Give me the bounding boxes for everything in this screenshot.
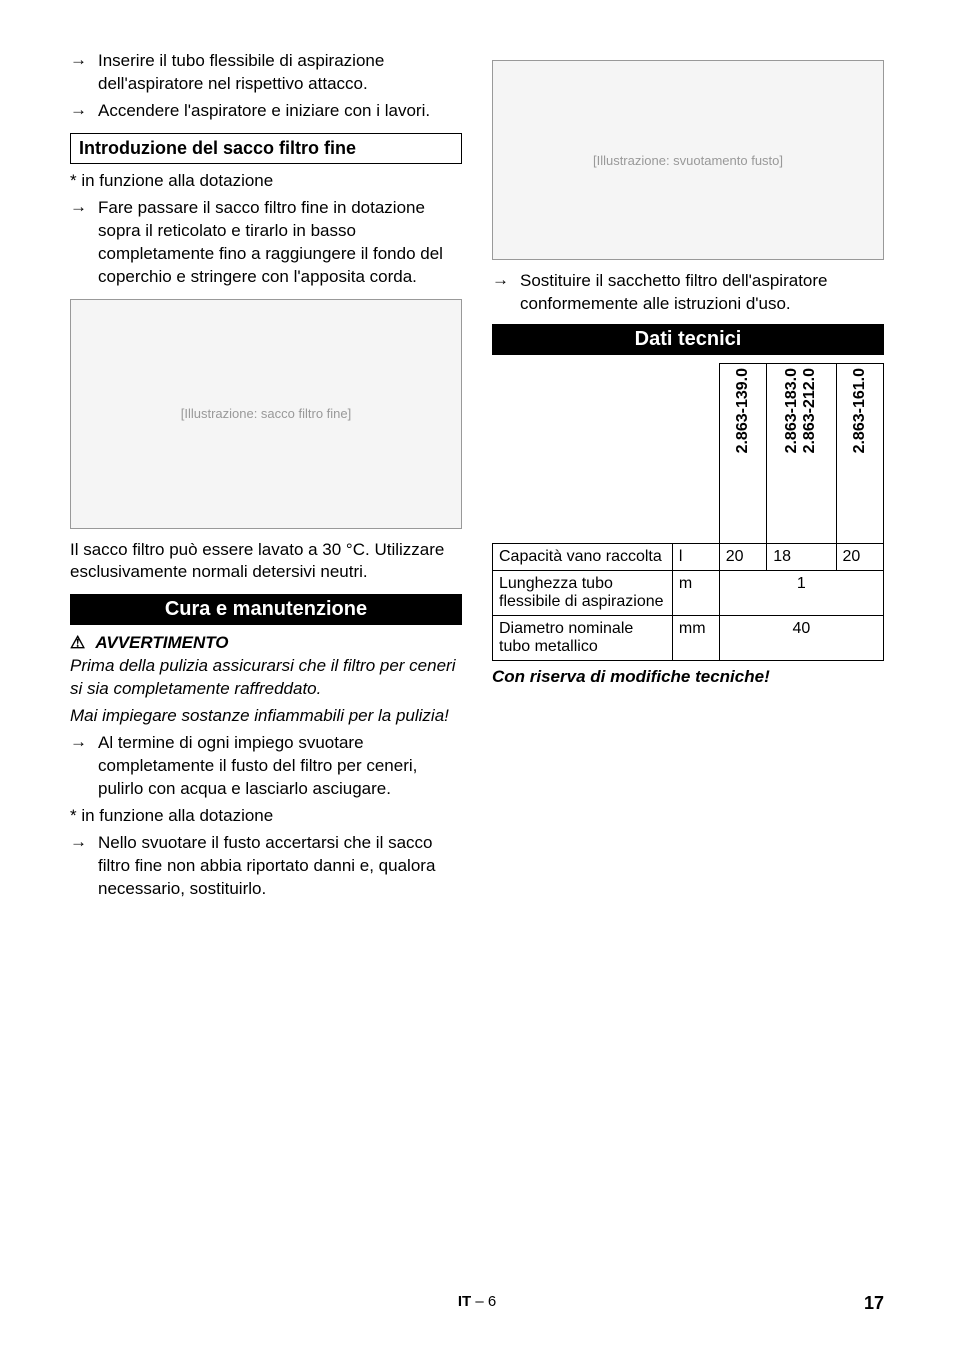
arrow-icon: → xyxy=(70,832,98,901)
warning-paragraph: Prima della pulizia assicurarsi che il f… xyxy=(70,655,462,701)
col-header-text: 2.863-183.0 2.863-212.0 xyxy=(783,368,819,453)
table-cell-unit: m xyxy=(672,570,719,615)
left-column: → Inserire il tubo flessibile di aspiraz… xyxy=(70,50,462,905)
table-header-col: 2.863-161.0 xyxy=(836,363,883,543)
table-header-empty xyxy=(672,363,719,543)
bullet-item: → Sostituire il sacchetto filtro dell'as… xyxy=(492,270,884,316)
arrow-icon: → xyxy=(70,732,98,801)
arrow-icon: → xyxy=(492,270,520,316)
bullet-text: Inserire il tubo flessibile di aspirazio… xyxy=(98,50,462,96)
bullet-text: Nello svuotare il fusto accertarsi che i… xyxy=(98,832,462,901)
illustration-emptying: [Illustrazione: svuotamento fusto] xyxy=(492,60,884,260)
table-row: Capacità vano raccoltal201820 xyxy=(493,543,884,570)
arrow-icon: → xyxy=(70,197,98,289)
footer-rel-page: – 6 xyxy=(475,1293,496,1310)
specs-table-body: Capacità vano raccoltal201820Lunghezza t… xyxy=(493,543,884,660)
table-cell-unit: l xyxy=(672,543,719,570)
page-footer: IT – 6 17 xyxy=(70,1293,884,1314)
specs-note: Con riserva di modifiche tecniche! xyxy=(492,667,884,687)
table-header-col: 2.863-139.0 xyxy=(719,363,766,543)
table-cell-value: 18 xyxy=(767,543,836,570)
subsection-heading: Introduzione del sacco filtro fine xyxy=(70,133,462,164)
warning-icon: ⚠ xyxy=(70,633,85,653)
table-row: Diametro nominale tubo metallicomm40 xyxy=(493,615,884,660)
table-cell-value: 40 xyxy=(719,615,883,660)
specs-table: 2.863-139.0 2.863-183.0 2.863-212.0 2.86… xyxy=(492,363,884,661)
table-cell-value: 20 xyxy=(719,543,766,570)
table-cell-label: Lunghezza tubo flessibile di aspirazione xyxy=(493,570,673,615)
footer-center: IT – 6 xyxy=(458,1293,496,1310)
right-column: [Illustrazione: svuotamento fusto] → Sos… xyxy=(492,50,884,905)
arrow-icon: → xyxy=(70,100,98,123)
subsection-heading-text: Introduzione del sacco filtro fine xyxy=(79,138,356,158)
warning-line: ⚠ AVVERTIMENTO xyxy=(70,633,462,653)
illustration-caption: Il sacco filtro può essere lavato a 30 °… xyxy=(70,539,462,585)
col-header-text: 2.863-139.0 xyxy=(734,368,752,453)
table-header-col: 2.863-183.0 2.863-212.0 xyxy=(767,363,836,543)
section-heading-specs: Dati tecnici xyxy=(492,324,884,355)
table-header-row: 2.863-139.0 2.863-183.0 2.863-212.0 2.86… xyxy=(493,363,884,543)
bullet-item: → Nello svuotare il fusto accertarsi che… xyxy=(70,832,462,901)
col-header-text: 2.863-161.0 xyxy=(851,368,869,453)
bullet-text: Fare passare il sacco filtro fine in dot… xyxy=(98,197,462,289)
bullet-text: Sostituire il sacchetto filtro dell'aspi… xyxy=(520,270,884,316)
bullet-text: Accendere l'aspiratore e iniziare con i … xyxy=(98,100,430,123)
footer-lang: IT xyxy=(458,1293,471,1310)
bullet-text: Al termine di ogni impiego svuotare comp… xyxy=(98,732,462,801)
table-cell-value: 20 xyxy=(836,543,883,570)
bullet-item: → Accendere l'aspiratore e iniziare con … xyxy=(70,100,462,123)
bullet-item: → Al termine di ogni impiego svuotare co… xyxy=(70,732,462,801)
illustration-filter-bag: [Illustrazione: sacco filtro fine] xyxy=(70,299,462,529)
table-row: Lunghezza tubo flessibile di aspirazione… xyxy=(493,570,884,615)
arrow-icon: → xyxy=(70,50,98,96)
bullet-item: → Fare passare il sacco filtro fine in d… xyxy=(70,197,462,289)
footnote: * in funzione alla dotazione xyxy=(70,170,462,193)
table-cell-value: 1 xyxy=(719,570,883,615)
table-header-empty xyxy=(493,363,673,543)
warning-paragraph: Mai impiegare sostanze infiammabili per … xyxy=(70,705,462,728)
table-cell-label: Diametro nominale tubo metallico xyxy=(493,615,673,660)
bullet-item: → Inserire il tubo flessibile di aspiraz… xyxy=(70,50,462,96)
table-cell-unit: mm xyxy=(672,615,719,660)
footer-page-number: 17 xyxy=(864,1293,884,1314)
footnote: * in funzione alla dotazione xyxy=(70,805,462,828)
section-heading-maintenance: Cura e manutenzione xyxy=(70,594,462,625)
warning-label: AVVERTIMENTO xyxy=(95,633,228,652)
table-cell-label: Capacità vano raccolta xyxy=(493,543,673,570)
